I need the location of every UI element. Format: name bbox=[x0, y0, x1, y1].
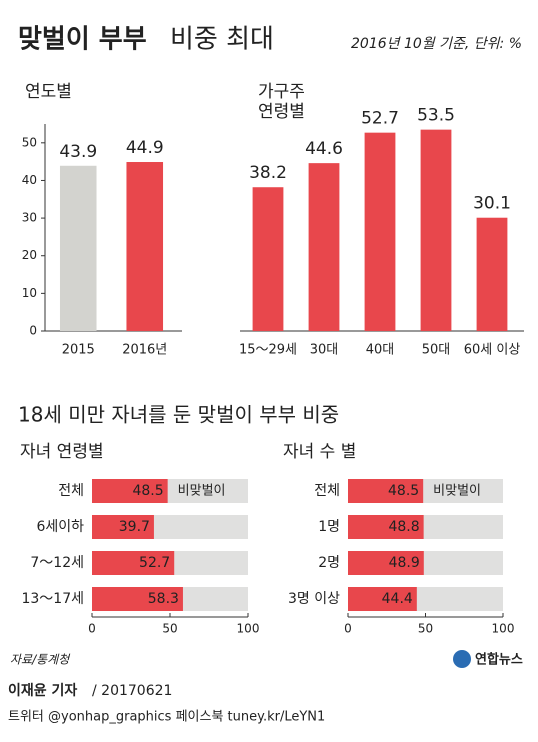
rest-label: 비맞벌이 bbox=[433, 484, 481, 499]
y-tick-label: 2명 bbox=[318, 555, 340, 571]
bar bbox=[126, 162, 164, 331]
y-tick-label: 전체 bbox=[58, 483, 84, 499]
bar bbox=[92, 479, 168, 503]
y-tick-label: 6세이하 bbox=[36, 519, 84, 535]
rest-label: 비맞벌이 bbox=[178, 484, 226, 499]
title: 맞벌이 부부 bbox=[18, 25, 147, 55]
chart-title: 자녀 연령별 bbox=[20, 442, 104, 462]
y-tick-label: 0 bbox=[29, 324, 37, 338]
bar bbox=[92, 587, 183, 611]
bar bbox=[252, 187, 284, 331]
value-label: 44.4 bbox=[382, 591, 413, 607]
bar bbox=[92, 551, 175, 575]
x-tick-label: 40대 bbox=[366, 343, 395, 358]
x-tick-label: 0 bbox=[88, 622, 96, 636]
source: 자료/통계청 bbox=[10, 653, 71, 667]
social: 트위터 @yonhap_graphics 페이스북 tuney.kr/LeYN1 bbox=[8, 710, 325, 725]
value-label: 30.1 bbox=[473, 194, 511, 214]
value-label: 43.9 bbox=[59, 142, 97, 162]
logo: 연합뉴스 bbox=[475, 652, 523, 668]
y-tick-label: 10 bbox=[22, 286, 37, 300]
y-tick-label: 30 bbox=[22, 211, 37, 225]
value-label: 44.6 bbox=[305, 139, 343, 159]
value-label: 48.9 bbox=[389, 555, 420, 571]
y-tick-label: 40 bbox=[22, 173, 37, 187]
x-tick-label: 60세 이상 bbox=[464, 343, 521, 358]
chart-title: 연도별 bbox=[25, 82, 72, 102]
value-label: 39.7 bbox=[119, 519, 150, 535]
bar bbox=[59, 165, 97, 331]
value-label: 48.5 bbox=[132, 483, 163, 499]
value-label: 44.9 bbox=[126, 138, 164, 158]
y-tick-label: 50 bbox=[22, 135, 37, 149]
byline: 이재윤 기자 bbox=[8, 682, 77, 699]
x-tick-label: 0 bbox=[344, 622, 352, 636]
value-label: 52.7 bbox=[361, 109, 399, 129]
bar bbox=[348, 587, 417, 611]
x-tick-label: 2016년 bbox=[122, 343, 167, 358]
x-tick-label: 50 bbox=[418, 622, 433, 636]
x-tick-label: 15～29세 bbox=[239, 343, 297, 358]
bar bbox=[348, 479, 424, 503]
x-tick-label: 100 bbox=[237, 622, 260, 636]
value-label: 48.5 bbox=[388, 483, 419, 499]
chart-title: 연령별 bbox=[258, 102, 305, 122]
x-tick-label: 2015 bbox=[62, 343, 95, 358]
subtitle: 2016년 10월 기준, 단위: % bbox=[351, 36, 522, 52]
bar bbox=[92, 515, 154, 539]
y-tick-label: 20 bbox=[22, 248, 37, 262]
chart-title: 자녀 수 별 bbox=[283, 442, 356, 462]
y-tick-label: 1명 bbox=[318, 519, 340, 535]
bar bbox=[364, 132, 396, 331]
value-label: 52.7 bbox=[139, 555, 170, 571]
value-label: 48.8 bbox=[388, 519, 419, 535]
y-tick-label: 전체 bbox=[314, 483, 340, 499]
value-label: 38.2 bbox=[249, 163, 287, 183]
y-tick-label: 3명 이상 bbox=[288, 591, 340, 607]
value-label: 58.3 bbox=[148, 591, 179, 607]
title: 비중 최대 bbox=[170, 25, 274, 55]
section-title: 18세 미만 자녀를 둔 맞벌이 부부 비중 bbox=[18, 403, 339, 427]
value-label: 53.5 bbox=[417, 106, 455, 126]
bar bbox=[308, 163, 340, 331]
x-tick-label: 100 bbox=[492, 622, 515, 636]
bar bbox=[420, 129, 452, 331]
x-tick-label: 50 bbox=[162, 622, 177, 636]
date: / 20170621 bbox=[92, 683, 172, 699]
y-tick-label: 7～12세 bbox=[30, 555, 84, 571]
logo-icon bbox=[453, 650, 471, 668]
bar bbox=[348, 515, 424, 539]
bar bbox=[476, 217, 508, 331]
y-tick-label: 13～17세 bbox=[21, 591, 84, 607]
x-tick-label: 50대 bbox=[422, 343, 451, 358]
x-tick-label: 30대 bbox=[310, 343, 339, 358]
chart-title: 가구주 bbox=[258, 82, 305, 102]
bar bbox=[348, 551, 424, 575]
